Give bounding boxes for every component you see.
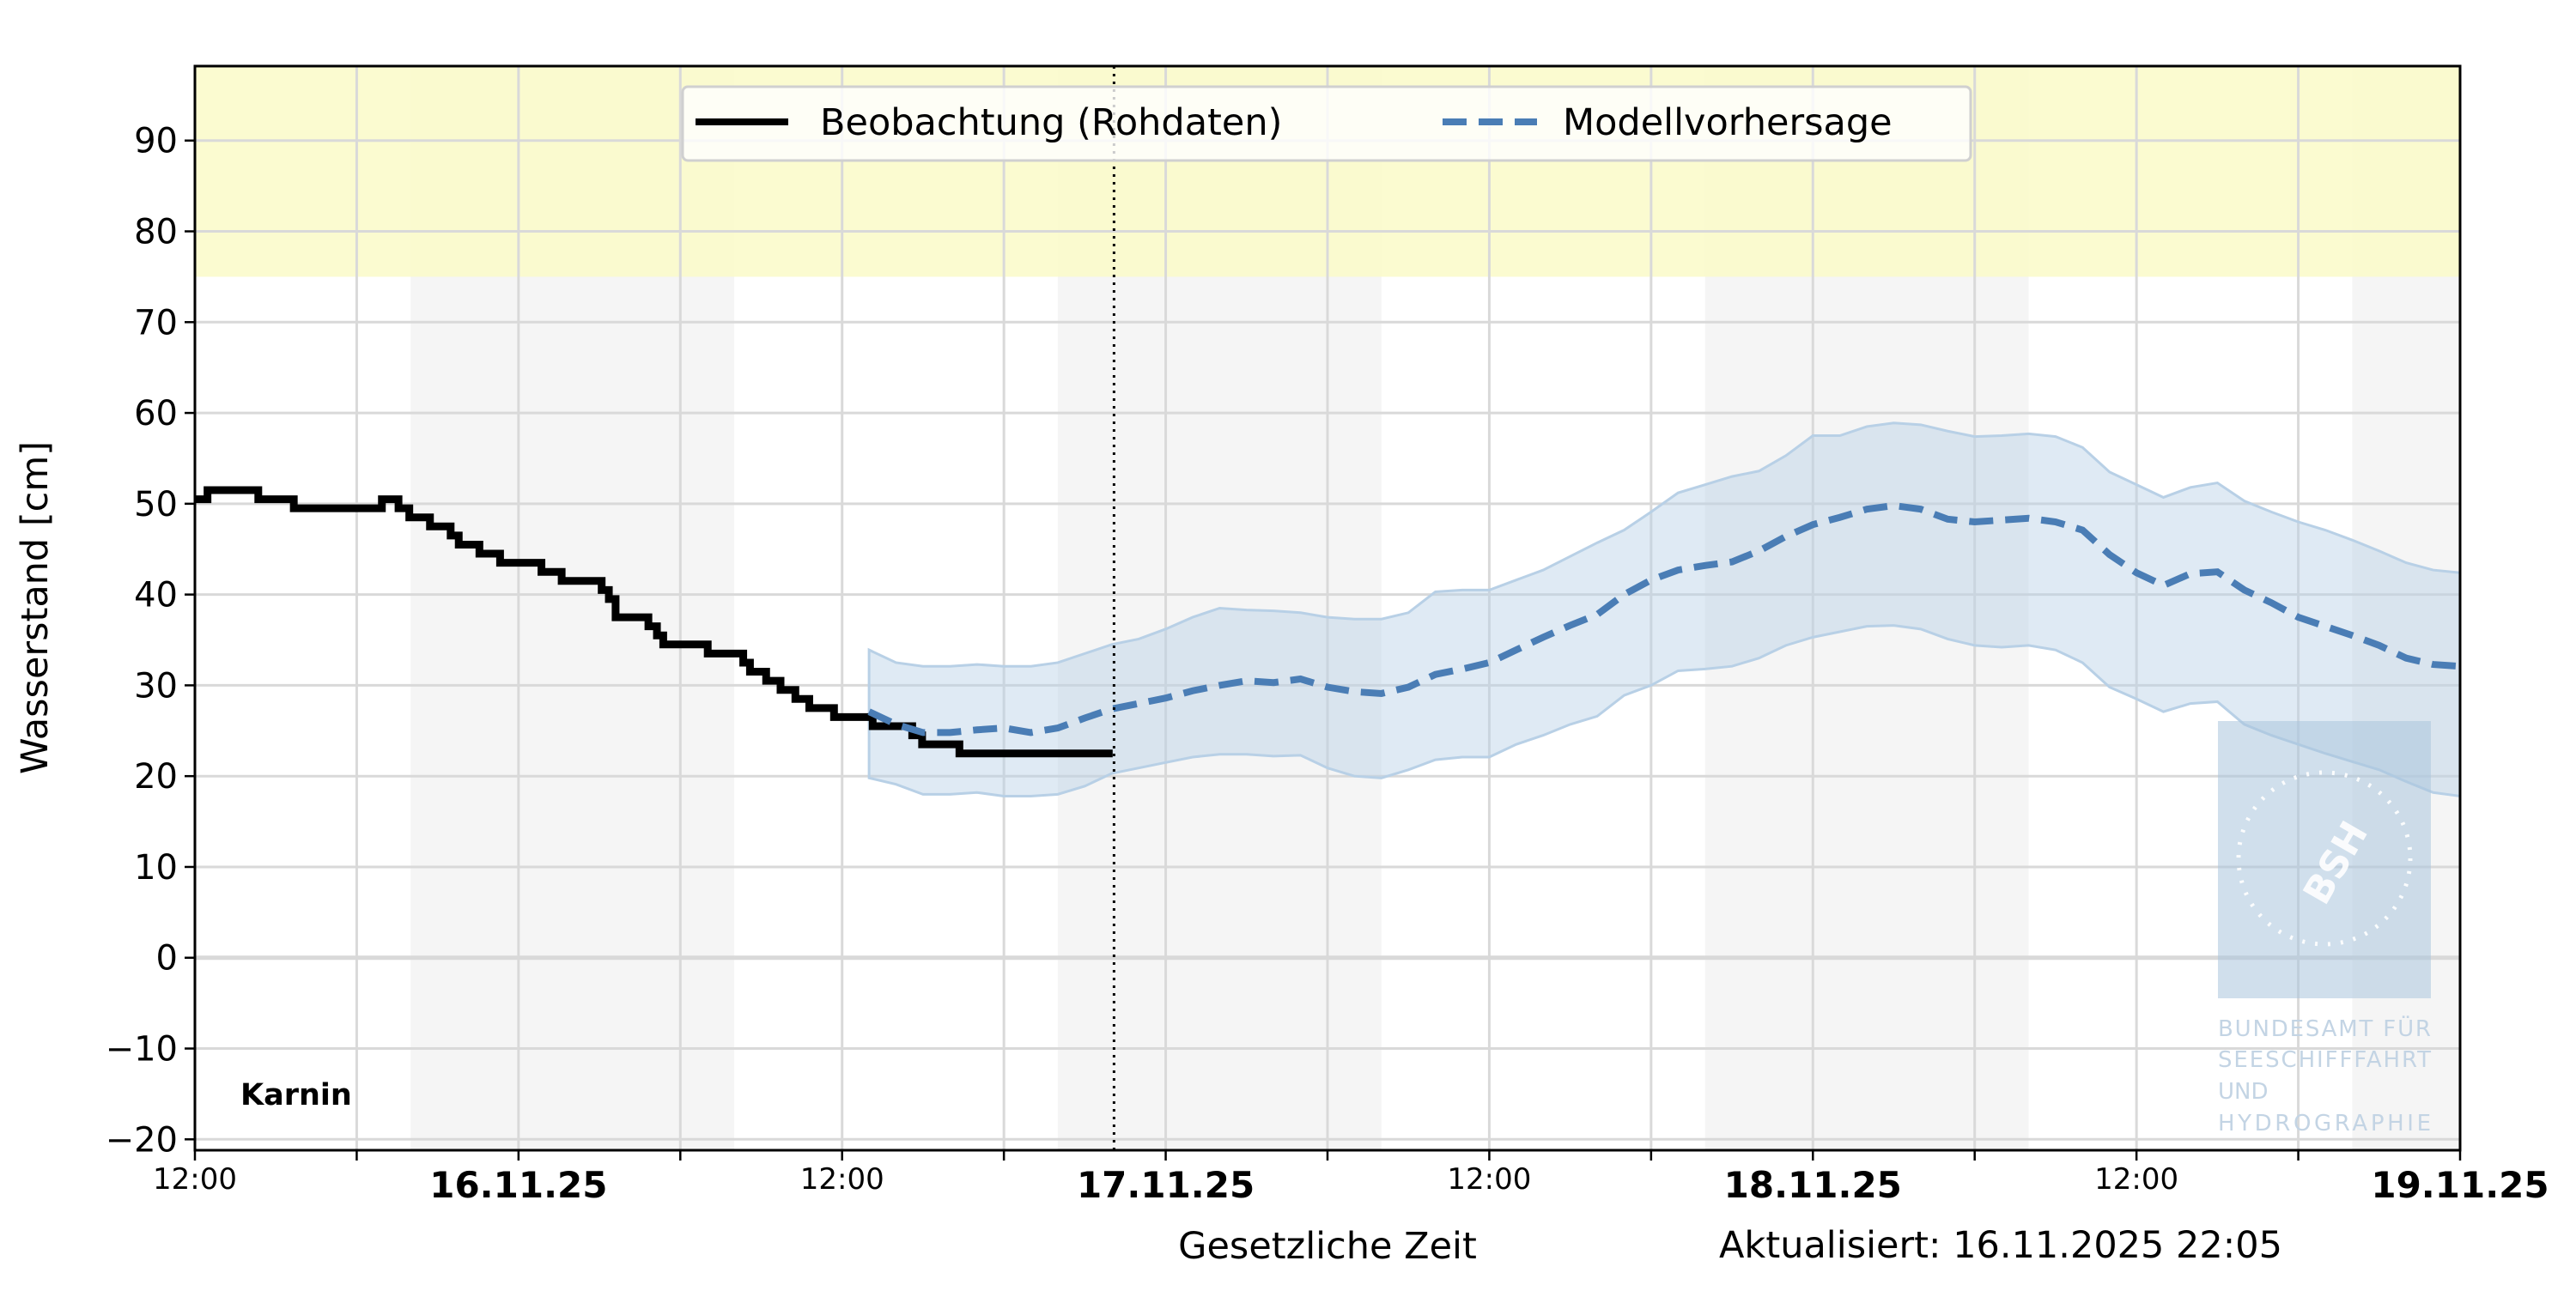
x-tick-label: 12:00 [800, 1162, 884, 1197]
legend: Beobachtung (Rohdaten) Modellvorhersage [681, 85, 1972, 162]
y-tick-label: 60 [134, 394, 178, 433]
x-tick-label: 12:00 [2094, 1162, 2178, 1197]
x-tick-label: 17.11.25 [1077, 1164, 1255, 1206]
station-label: Karnin [240, 1078, 352, 1112]
y-tick-label: 20 [134, 757, 178, 797]
y-tick-label: 80 [134, 213, 178, 252]
y-tick-label: 70 [134, 303, 178, 342]
bsh-logo-ring [2236, 770, 2413, 947]
watermark-line-3: UND [2218, 1079, 2269, 1105]
plot-frame [193, 64, 2462, 1152]
y-axis-label: Wasserstand [cm] [14, 441, 57, 774]
x-tick-label: 12:00 [1447, 1162, 1531, 1197]
y-tick-label: 0 [156, 939, 178, 979]
y-tick-label: 10 [134, 848, 178, 888]
y-tick-label: −20 [106, 1120, 178, 1160]
watermark-line-4: HYDROGRAPHIE [2218, 1111, 2431, 1136]
x-tick-label: 19.11.25 [2371, 1164, 2549, 1206]
y-tick-label: 30 [134, 666, 178, 706]
x-tick-label: 18.11.25 [1724, 1164, 1902, 1206]
legend-label-forecast: Modellvorhersage [1563, 101, 1893, 144]
watermark-line-2: SEESCHIFFFAHRT [2218, 1047, 2431, 1073]
x-tick-label: 12:00 [153, 1162, 237, 1197]
y-tick-label: 50 [134, 485, 178, 524]
y-tick-label: −10 [106, 1030, 178, 1070]
updated-timestamp: Aktualisiert: 16.11.2025 22:05 [1719, 1224, 2282, 1267]
x-tick-label: 16.11.25 [429, 1164, 607, 1206]
observation-line [195, 486, 1113, 758]
watermark-line-1: BUNDESAMT FÜR [2218, 1015, 2431, 1042]
forecast-line [867, 501, 2461, 736]
bsh-logo-box [2218, 721, 2431, 998]
x-axis-label: Gesetzliche Zeit [1178, 1225, 1477, 1268]
y-tick-label: 40 [134, 576, 178, 615]
bsh-watermark: BSH BUNDESAMT FÜR SEESCHIFFFAHRT UND HYD… [2218, 721, 2431, 1136]
y-tick-label: 90 [134, 122, 178, 161]
legend-label-observation: Beobachtung (Rohdaten) [820, 101, 1282, 144]
legend-box [681, 85, 1972, 162]
